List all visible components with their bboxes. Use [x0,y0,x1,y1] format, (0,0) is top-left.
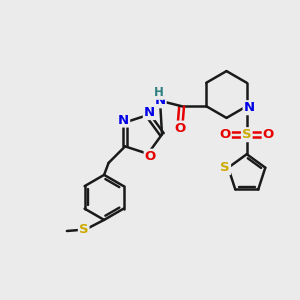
Text: S: S [220,161,230,174]
Text: O: O [220,128,231,141]
Text: N: N [144,106,155,119]
Text: S: S [242,128,252,141]
Text: N: N [154,94,166,107]
Text: N: N [118,113,129,127]
Text: H: H [154,86,164,99]
Text: O: O [263,128,274,141]
Text: O: O [175,122,186,135]
Text: S: S [79,223,88,236]
Text: O: O [145,150,156,163]
Text: N: N [244,101,255,114]
